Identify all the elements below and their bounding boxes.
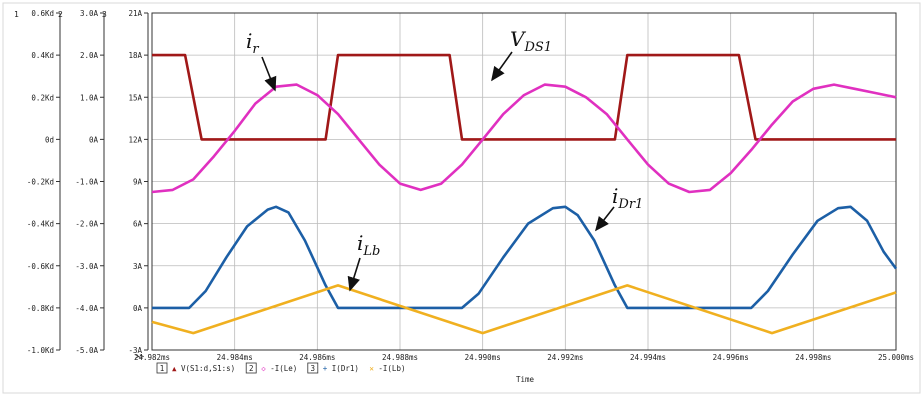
legend-marker: ✕ — [369, 364, 374, 373]
annotation-label-ir: ir — [246, 29, 259, 57]
legend-box — [156, 362, 168, 374]
y-tick-label: 0A — [133, 304, 143, 313]
legend-entry-vds: V(S1:d,S1:s) — [181, 364, 235, 373]
x-axis-ticks: 24.982ms 24.984ms 24.986ms 24.988ms 24.990ms… — [134, 353, 914, 362]
legend-entry-ilb: -I(Lb) — [378, 364, 405, 373]
series-line-vds — [152, 53, 896, 141]
annotation-arrow-ir — [261, 56, 277, 92]
x-tick-label: 24.998ms — [795, 353, 831, 362]
y-axis-number-3: 3 — [102, 10, 107, 19]
y-tick-label: -2.0A — [75, 220, 98, 229]
y-tick-label: 0.6Kd — [31, 9, 54, 18]
x-tick-label: 24.986ms — [299, 353, 335, 362]
legend-number: 3 — [311, 364, 316, 373]
plot-frame — [151, 12, 897, 351]
legend-entry-idr: I(Dr1) — [332, 364, 359, 373]
x-tick-label: 25.000ms — [878, 353, 914, 362]
y-tick-label: 1.0A — [80, 93, 99, 102]
legend-box — [245, 362, 257, 374]
y-tick-label: 2.0A — [80, 51, 99, 60]
x-axis-label: Time — [516, 375, 535, 384]
y-tick-label: 9A — [133, 178, 143, 187]
y-axis-number-1: 1 — [14, 10, 19, 19]
y-tick-label: 0.2Kd — [31, 93, 54, 102]
y-tick-label: -3A — [128, 346, 142, 355]
y-tick-label: 21A — [128, 9, 142, 18]
legend-number: 1 — [160, 364, 165, 373]
x-tick-label: 24.996ms — [713, 353, 749, 362]
x-tick-label: 24.992ms — [547, 353, 583, 362]
y-tick-label: -4.0A — [75, 304, 98, 313]
y-tick-label: -0.8Kd — [27, 304, 54, 313]
legend: >> 1 ▲ V(S1:d,S1:s) 2 ◇ -I(Le) 3 + I(Dr1) ✕ -I(Lb) — [135, 352, 405, 374]
y-axes: 1 0.6Kd 0.4Kd 0.2Kd 0d -0.2Kd -0.4Kd -0.6Kd -0.8… — [14, 9, 149, 355]
y-tick-label: 6A — [133, 220, 143, 229]
x-tick-label: 24.988ms — [382, 353, 418, 362]
y-axis-number-2: 2 — [58, 10, 63, 19]
legend-number: 2 — [249, 364, 254, 373]
annotation-label-vds: VDS1 — [510, 27, 552, 55]
y-tick-label: -1.0A — [75, 178, 98, 187]
legend-entry-ir: -I(Le) — [270, 364, 297, 373]
y-tick-label: 18A — [128, 51, 142, 60]
y-tick-label: -1.0Kd — [27, 346, 54, 355]
y-tick-label: -3.0A — [75, 262, 98, 271]
y-tick-label: 3.0A — [80, 9, 99, 18]
series-line-idr — [152, 205, 898, 310]
annotation-label-idr: iDr1 — [612, 184, 643, 212]
annotation-arrow-vds — [491, 51, 513, 82]
y-tick-label: 15A — [128, 93, 142, 102]
y-tick-label: -0.2Kd — [27, 178, 54, 187]
legend-marker: ◇ — [261, 364, 266, 373]
y-tick-label: 0d — [45, 135, 54, 144]
x-tick-label: 24.994ms — [630, 353, 666, 362]
x-tick-label: 24.984ms — [217, 353, 253, 362]
y-tick-label: 0.4Kd — [31, 51, 54, 60]
y-tick-label: -5.0A — [75, 346, 98, 355]
y-tick-label: 0A — [89, 135, 99, 144]
legend-marker: + — [323, 364, 328, 373]
annotation-arrow-idr — [595, 206, 615, 232]
annotation-label-ilb: iLb — [357, 231, 380, 259]
x-tick-label: 24.982ms — [134, 353, 170, 362]
annotation-arrow-ilb — [347, 257, 361, 292]
y-tick-label: -0.4Kd — [27, 220, 54, 229]
legend-marker: ▲ — [172, 364, 177, 373]
legend-marker-hint: >> — [135, 352, 145, 361]
legend-box — [307, 362, 319, 374]
y-tick-label: -0.6Kd — [27, 262, 54, 271]
series-line-ilb — [151, 284, 897, 335]
y-tick-label: 12A — [128, 135, 142, 144]
annotation-group: ir VDS1 iDr1 iLb — [246, 27, 643, 292]
x-tick-label: 24.990ms — [465, 353, 501, 362]
y-tick-label: 3A — [133, 262, 143, 271]
